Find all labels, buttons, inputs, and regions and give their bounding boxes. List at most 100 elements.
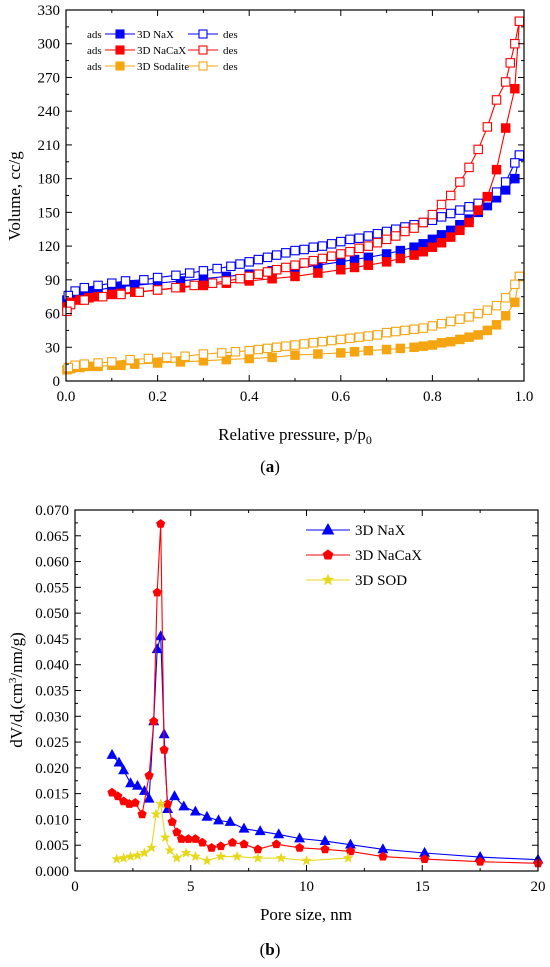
chart-a-point	[436, 230, 447, 240]
legend-des-label: des	[223, 45, 238, 57]
chart-a-point	[253, 269, 264, 279]
chart-b-point	[145, 842, 157, 853]
chart-a-point	[409, 250, 419, 260]
chart-a-point	[354, 233, 364, 243]
chart-b-point	[125, 850, 137, 862]
chart-a-axes: 0.0 0.2 0.4 0.6 0.8 1.0 0 30 60 90 120 150 180 210 240…	[38, 3, 534, 405]
chart-b-axes: 0 5 10 15 20 0.000 0.005 0.010 0.015 0.020 0.025 0.…	[35, 503, 545, 895]
chart-a-point	[381, 257, 392, 267]
chart-a-point	[464, 332, 474, 342]
chart-a-point	[473, 205, 483, 215]
chart-a-point	[372, 228, 383, 239]
chart-a-point	[381, 327, 392, 338]
legend-marker	[115, 61, 125, 71]
legend-marker	[321, 522, 335, 535]
chart-a-point	[354, 243, 364, 254]
chart-a-point	[473, 144, 483, 155]
chart-b-point	[118, 852, 130, 863]
chart-a-point	[63, 362, 74, 373]
chart-b-point	[475, 856, 485, 866]
chart-b-point	[107, 787, 117, 797]
chart-b-legend: 3D NaX 3D NaCaX 3D SOD	[306, 522, 422, 589]
chart-a-ylabel: Volume, cc/g	[5, 151, 24, 241]
chart-a-caption: (a)	[260, 457, 280, 476]
legend-marker	[198, 45, 208, 55]
chart-b-point	[273, 828, 285, 839]
chart-a-point	[482, 122, 493, 132]
chart-a-point	[336, 249, 346, 259]
chart-a-point	[510, 83, 520, 94]
chart-a-point	[349, 254, 360, 265]
chart-a-point	[230, 347, 241, 357]
chart-b-series-0	[106, 630, 544, 864]
legend-ads-label: ads	[87, 45, 102, 57]
chart-a-point	[79, 359, 90, 369]
chart-a-point	[505, 58, 516, 68]
chart-b-point	[275, 852, 287, 863]
chart-b-point	[189, 850, 201, 862]
chart-a-point	[400, 226, 410, 237]
chart-b-series-line	[111, 523, 539, 864]
chart-a-point	[290, 260, 300, 270]
chart-a-point	[409, 342, 419, 353]
chart-a-point	[349, 347, 360, 357]
chart-a-point	[180, 351, 190, 362]
chart-a-point	[500, 185, 511, 195]
chart-a-point	[308, 255, 319, 266]
chart-b-point	[156, 519, 166, 528]
chart-a-point	[381, 249, 392, 259]
legend-row: 3D NaX	[306, 522, 406, 539]
chart-b-point	[253, 844, 263, 854]
chart-a-point	[317, 253, 328, 264]
chart-b-point	[162, 803, 174, 813]
chart-a-xtick-label: 0.4	[240, 389, 259, 405]
chart-a-point	[198, 280, 209, 291]
chart-a-point	[491, 300, 502, 311]
chart-b-point	[207, 842, 217, 852]
chart-a-point	[482, 325, 493, 336]
chart-a-point	[244, 257, 254, 267]
chart-b-caption: (b)	[260, 940, 281, 959]
chart-a-point	[253, 344, 264, 355]
chart-a-point	[500, 77, 511, 87]
chart-a-point	[171, 282, 181, 293]
chart-a-point	[62, 306, 72, 317]
chart-a-xtick-label: 0.0	[57, 389, 76, 405]
chart-b-point	[150, 808, 162, 819]
legend-series-name: 3D Sodalite	[137, 61, 189, 73]
chart-b-point	[106, 748, 118, 759]
chart-a-point	[299, 258, 309, 268]
chart-a-point	[345, 333, 355, 344]
chart-a-point	[226, 261, 236, 272]
chart-b-ytick-label: 0.025	[35, 735, 69, 751]
chart-a-point	[216, 348, 227, 358]
chart-a-point	[290, 271, 300, 282]
legend-ads-label: ads	[87, 61, 102, 73]
chart-a-point	[363, 260, 374, 270]
chart-b-point	[159, 831, 171, 843]
chart-b-point	[130, 798, 140, 807]
chart-a-point	[510, 279, 520, 290]
chart-b-xtick-label: 0	[71, 879, 79, 895]
chart-a-point	[290, 350, 300, 360]
chart-b-ytick-label: 0.035	[35, 684, 69, 700]
chart-a-series-0	[62, 151, 525, 305]
chart-a-point	[455, 177, 465, 187]
chart-a-point	[171, 270, 181, 281]
chart-a-point	[184, 268, 195, 278]
chart-b-point	[164, 844, 176, 855]
chart-a-point	[262, 343, 273, 354]
chart-a-xtick-label: 0.6	[331, 389, 350, 405]
chart-b-marks	[106, 519, 544, 868]
legend-series-name: 3D SOD	[355, 573, 407, 589]
chart-a-point	[354, 332, 364, 342]
legend-marker	[198, 61, 208, 71]
chart-a-point	[363, 231, 374, 241]
chart-a-point	[464, 201, 474, 212]
chart-b-point	[254, 825, 266, 836]
chart-a-point	[326, 335, 337, 346]
chart-a-point	[317, 336, 328, 347]
legend-series-name: 3D NaCaX	[137, 45, 186, 57]
chart-b-point	[301, 854, 312, 866]
chart-b-point	[125, 777, 137, 788]
